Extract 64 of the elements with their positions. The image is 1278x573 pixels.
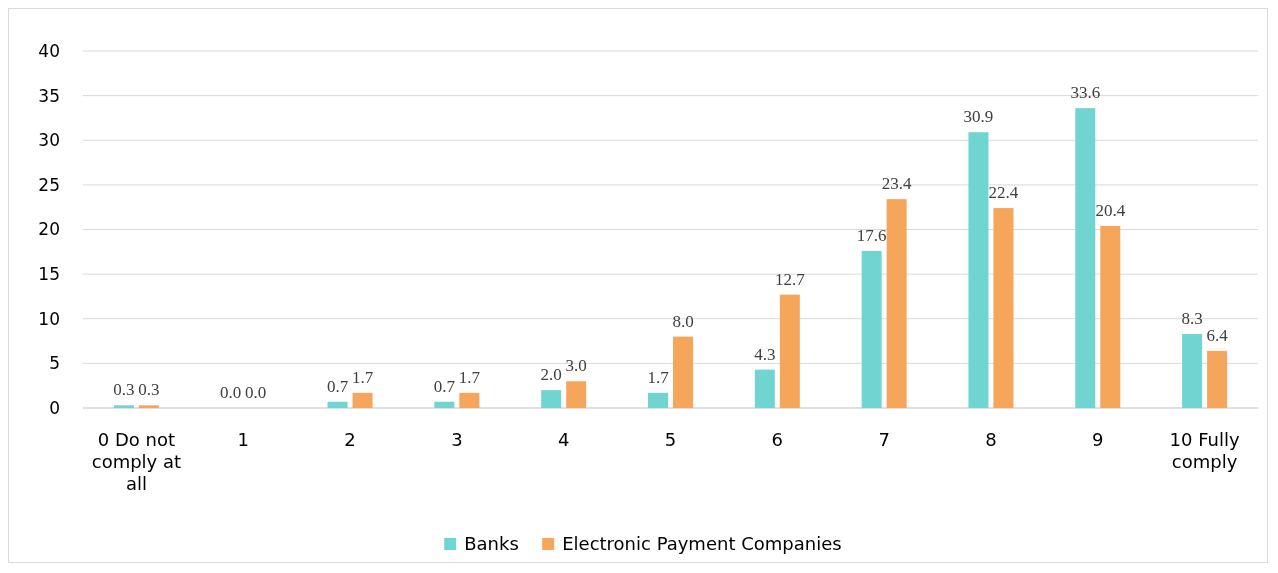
data-label: 0.7 xyxy=(326,376,349,396)
data-label: 6.4 xyxy=(1206,325,1229,345)
data-label: 1.7 xyxy=(351,367,374,387)
x-tick-label: 4 xyxy=(557,429,570,450)
bar xyxy=(1207,350,1228,408)
x-tick-label: 7 xyxy=(878,429,890,450)
bar xyxy=(459,392,480,408)
bar xyxy=(886,199,907,408)
data-label: 2.0 xyxy=(540,365,562,385)
data-label: 33.6 xyxy=(1070,83,1101,103)
bar xyxy=(861,250,882,408)
bar xyxy=(673,336,693,408)
y-tick-label: 15 xyxy=(38,264,60,285)
y-tick-label: 0 xyxy=(49,397,60,418)
y-tick-label: 25 xyxy=(38,174,60,195)
data-label: 17.6 xyxy=(856,225,887,245)
data-label: 12.7 xyxy=(774,269,806,289)
y-tick-label: 40 xyxy=(38,40,60,61)
data-label: 23.4 xyxy=(881,174,913,194)
x-tick-label: 2 xyxy=(344,429,356,450)
y-tick-label: 5 xyxy=(49,353,60,374)
x-tick-label: 9 xyxy=(1092,429,1104,450)
data-label: 0.3 xyxy=(138,380,160,400)
bar xyxy=(352,392,373,408)
legend-label: Banks xyxy=(464,533,519,555)
y-tick-label: 20 xyxy=(38,219,60,240)
x-tick-label: 10 Fully comply xyxy=(1169,429,1240,472)
y-tick-label: 30 xyxy=(38,130,60,151)
bar xyxy=(541,390,562,408)
data-label: 1.7 xyxy=(647,367,670,387)
x-tick-label: 1 xyxy=(237,429,249,450)
bar xyxy=(327,401,348,408)
data-label: 8.0 xyxy=(672,311,694,331)
data-label: 0.0 xyxy=(245,383,267,402)
data-label: 30.9 xyxy=(963,107,994,127)
y-tick-label: 10 xyxy=(38,308,60,329)
data-label: 20.4 xyxy=(1095,200,1126,220)
data-label: 0.3 xyxy=(113,380,135,400)
bar xyxy=(754,369,775,408)
bar xyxy=(138,405,159,408)
x-tick-label: 3 xyxy=(451,429,463,450)
data-label: 0.0 xyxy=(220,383,242,402)
x-tick-label: 6 xyxy=(771,429,784,450)
data-label: 0.7 xyxy=(433,376,456,396)
y-tick-label: 35 xyxy=(38,85,60,106)
bar xyxy=(566,381,587,408)
data-label: 4.3 xyxy=(754,344,776,364)
bar xyxy=(648,392,668,408)
data-label: 8.3 xyxy=(1181,308,1203,328)
bar xyxy=(1182,333,1203,408)
bar xyxy=(993,208,1014,408)
bar xyxy=(968,132,989,408)
bar xyxy=(113,405,134,408)
bar xyxy=(434,401,455,408)
bar xyxy=(1100,225,1121,408)
legend-label: Electronic Payment Companies xyxy=(562,533,842,555)
data-label: 22.4 xyxy=(988,183,1019,203)
bar xyxy=(779,294,800,408)
x-tick-label: 0 Do not comply at all xyxy=(91,429,182,494)
data-label: 3.0 xyxy=(565,356,587,376)
x-tick-label: 8 xyxy=(985,429,997,450)
bar xyxy=(1075,108,1096,408)
data-label: 1.7 xyxy=(458,367,481,387)
x-tick-label: 5 xyxy=(664,429,677,450)
